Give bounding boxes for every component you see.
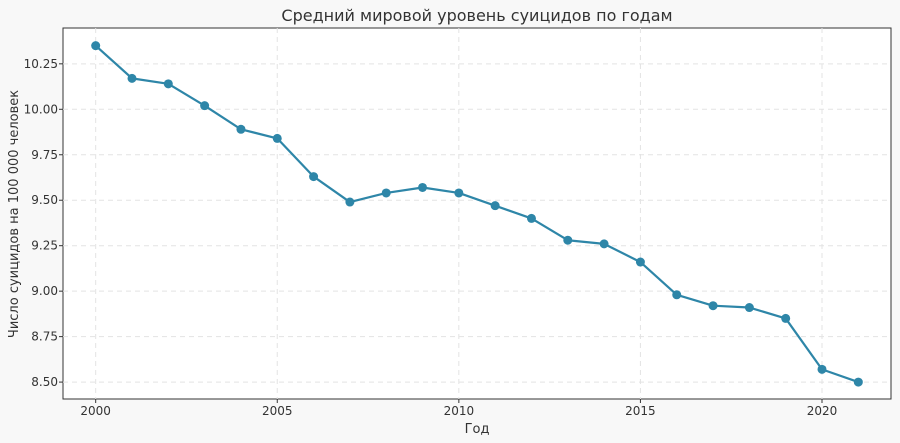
data-point <box>163 79 173 89</box>
chart-title: Средний мировой уровень суицидов по года… <box>281 6 672 25</box>
y-tick-label: 9.25 <box>31 239 58 253</box>
data-point <box>853 377 863 387</box>
data-point <box>418 182 428 192</box>
data-point <box>454 188 464 198</box>
y-tick-label: 9.00 <box>31 284 58 298</box>
data-point <box>200 101 210 111</box>
data-point <box>781 313 791 323</box>
x-tick-label: 2010 <box>444 404 475 418</box>
y-tick-label: 9.50 <box>31 193 58 207</box>
y-tick-label: 10.00 <box>24 102 58 116</box>
data-point <box>309 172 319 182</box>
y-axis-label: Число суицидов на 100 000 человек <box>7 90 22 338</box>
plot-area <box>62 27 892 400</box>
x-tick-labels: 2000 2005 2010 2015 2020 <box>80 404 837 418</box>
data-point <box>490 201 500 211</box>
data-point <box>127 73 137 83</box>
data-point <box>272 133 282 143</box>
y-tick-label: 8.75 <box>31 330 58 344</box>
data-point <box>91 41 101 51</box>
x-tick-label: 2020 <box>807 404 838 418</box>
data-point <box>817 364 827 374</box>
x-tick-label: 2005 <box>262 404 293 418</box>
data-point <box>236 124 246 134</box>
data-point <box>708 301 718 311</box>
x-tick-label: 2000 <box>80 404 111 418</box>
data-point <box>599 239 609 249</box>
tick-marks <box>59 63 823 403</box>
x-axis-label: Год <box>465 422 490 437</box>
grid <box>63 28 891 399</box>
y-tick-label: 10.25 <box>24 57 58 71</box>
series-line <box>94 44 859 384</box>
data-point <box>672 290 682 300</box>
y-tick-label: 9.75 <box>31 148 58 162</box>
series-layer <box>91 41 863 387</box>
data-point <box>563 235 573 245</box>
y-tick-labels: 8.50 8.75 9.00 9.25 9.50 9.75 10.00 10.2… <box>24 57 58 389</box>
y-tick-label: 8.50 <box>31 375 58 389</box>
data-point <box>526 213 536 223</box>
data-point <box>635 257 645 267</box>
data-point <box>381 188 391 198</box>
x-tick-label: 2015 <box>625 404 656 418</box>
data-point <box>345 197 355 207</box>
data-point <box>744 303 754 313</box>
